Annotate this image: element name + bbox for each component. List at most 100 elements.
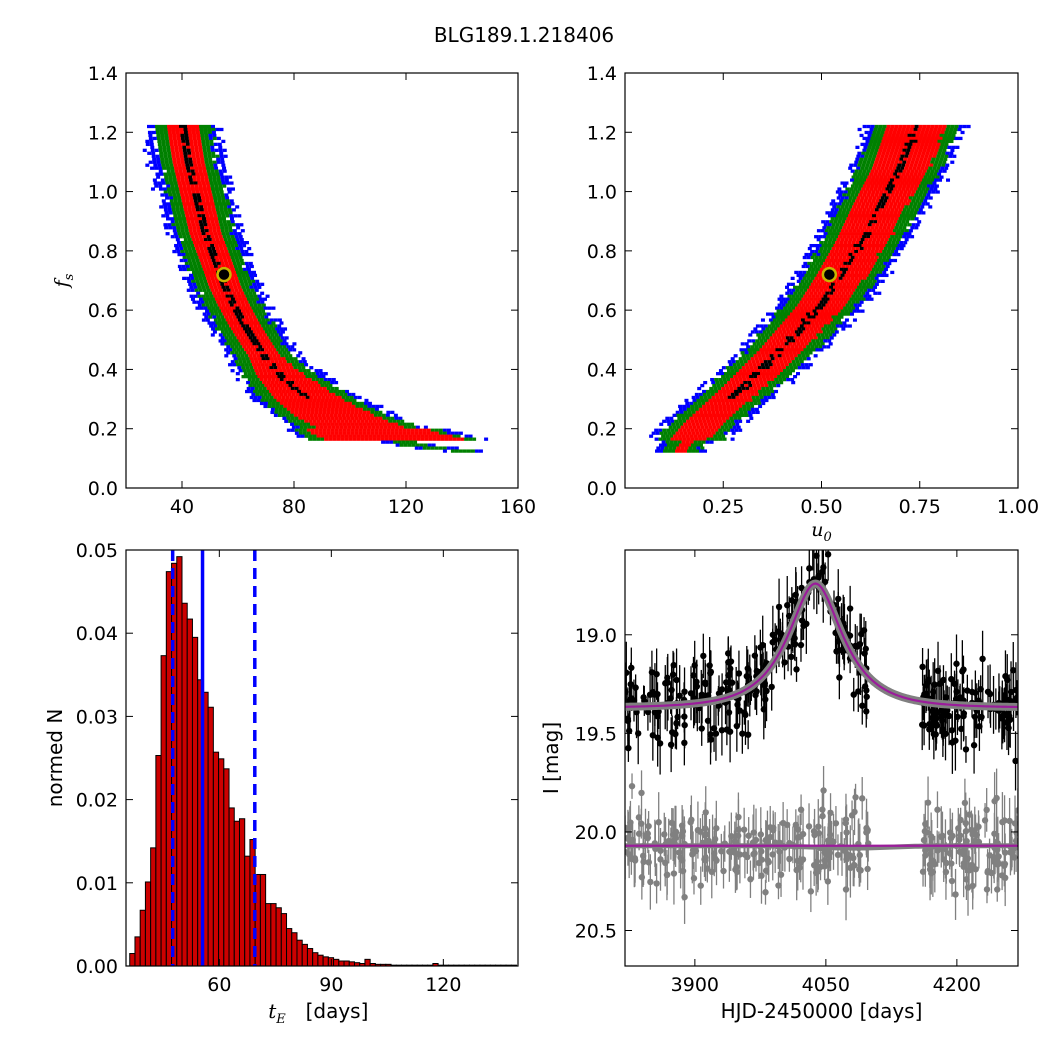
posterior-cell: [182, 267, 187, 272]
posterior-cell: [324, 434, 329, 438]
posterior-cell: [914, 148, 919, 152]
posterior-cell: [198, 187, 203, 191]
x-tick-label: 40: [170, 496, 194, 518]
posterior-cell: [828, 238, 833, 242]
posterior-cell: [872, 196, 877, 200]
posterior-cell: [821, 220, 826, 224]
posterior-cell: [276, 336, 281, 340]
posterior-cell: [871, 267, 876, 272]
posterior-cell: [800, 309, 805, 313]
posterior-cell: [925, 172, 930, 176]
posterior-cell: [313, 413, 318, 417]
posterior-cell: [414, 431, 419, 435]
posterior-cell: [893, 202, 898, 206]
posterior-cell: [181, 214, 186, 218]
posterior-cell: [282, 416, 287, 420]
posterior-cell: [896, 166, 901, 170]
posterior-cell: [212, 330, 217, 334]
posterior-cell: [317, 413, 322, 417]
posterior-cell: [879, 175, 884, 179]
posterior-cell: [232, 261, 237, 266]
posterior-cell: [400, 419, 405, 423]
posterior-cell: [197, 139, 202, 144]
posterior-cell: [299, 404, 304, 409]
posterior-cell: [434, 446, 439, 450]
posterior-cell: [795, 300, 800, 304]
posterior-cell: [659, 422, 664, 426]
posterior-cell: [934, 184, 939, 188]
posterior-cell: [913, 163, 918, 167]
posterior-cell: [823, 232, 828, 236]
posterior-cell: [301, 357, 306, 361]
posterior-cell: [184, 136, 189, 141]
posterior-cell: [919, 190, 924, 194]
posterior-cell: [709, 434, 714, 438]
posterior-cell: [851, 232, 856, 236]
posterior-cell: [850, 270, 855, 275]
posterior-cell: [683, 449, 688, 453]
posterior-cell: [844, 273, 849, 278]
y-tick-label: 0.6: [587, 300, 617, 322]
posterior-cell: [916, 166, 921, 170]
y-tick-label: 0.2: [587, 419, 617, 441]
posterior-cell: [848, 214, 853, 218]
posterior-cell: [225, 294, 230, 298]
posterior-cell: [836, 309, 841, 313]
posterior-cell: [674, 437, 679, 441]
posterior-cell: [377, 413, 382, 417]
posterior-cell: [672, 413, 677, 417]
posterior-cell: [218, 187, 223, 191]
posterior-cell: [155, 124, 160, 129]
posterior-cell: [222, 297, 227, 301]
posterior-cell: [191, 205, 196, 209]
posterior-cell: [903, 241, 908, 245]
posterior-cell: [933, 127, 938, 132]
posterior-cell: [384, 419, 389, 423]
posterior-cell: [478, 449, 483, 453]
posterior-cell: [890, 226, 895, 230]
posterior-cell: [318, 369, 323, 373]
posterior-cell: [830, 312, 835, 316]
posterior-cell: [206, 255, 211, 260]
posterior-cell: [232, 348, 237, 352]
posterior-cell: [694, 407, 699, 412]
posterior-cell: [196, 241, 201, 245]
posterior-cell: [807, 246, 812, 251]
posterior-cell: [335, 425, 340, 429]
hist-bar: [338, 960, 345, 967]
posterior-cell: [865, 291, 870, 295]
posterior-cell: [254, 380, 259, 385]
posterior-cell: [222, 220, 227, 224]
posterior-cell: [872, 181, 877, 185]
posterior-cell: [857, 243, 862, 248]
posterior-cell: [749, 386, 754, 391]
posterior-cell: [931, 190, 936, 194]
posterior-cell: [740, 363, 745, 367]
posterior-cell: [867, 241, 872, 245]
posterior-cell: [912, 142, 917, 147]
posterior-cell: [834, 208, 839, 212]
posterior-cell: [163, 130, 168, 135]
posterior-cell: [206, 166, 211, 170]
posterior-cell: [231, 223, 236, 227]
posterior-cell: [206, 169, 211, 173]
posterior-cell: [914, 178, 919, 182]
posterior-cell: [755, 380, 760, 385]
posterior-cell: [921, 187, 926, 191]
posterior-cell: [862, 148, 867, 152]
posterior-cell: [907, 145, 912, 149]
posterior-cell: [678, 443, 683, 447]
posterior-cell: [846, 255, 851, 260]
posterior-cell: [882, 148, 887, 152]
posterior-cell: [245, 324, 250, 328]
posterior-cell: [244, 300, 249, 304]
posterior-cell: [347, 392, 352, 397]
posterior-cell: [271, 321, 276, 325]
posterior-cell: [201, 139, 206, 144]
posterior-cell: [849, 291, 854, 295]
posterior-cell: [866, 136, 871, 141]
figure-title: BLG189.1.218406: [434, 23, 614, 47]
posterior-cell: [931, 133, 936, 138]
posterior-cell: [228, 336, 233, 340]
posterior-cell: [240, 348, 245, 352]
